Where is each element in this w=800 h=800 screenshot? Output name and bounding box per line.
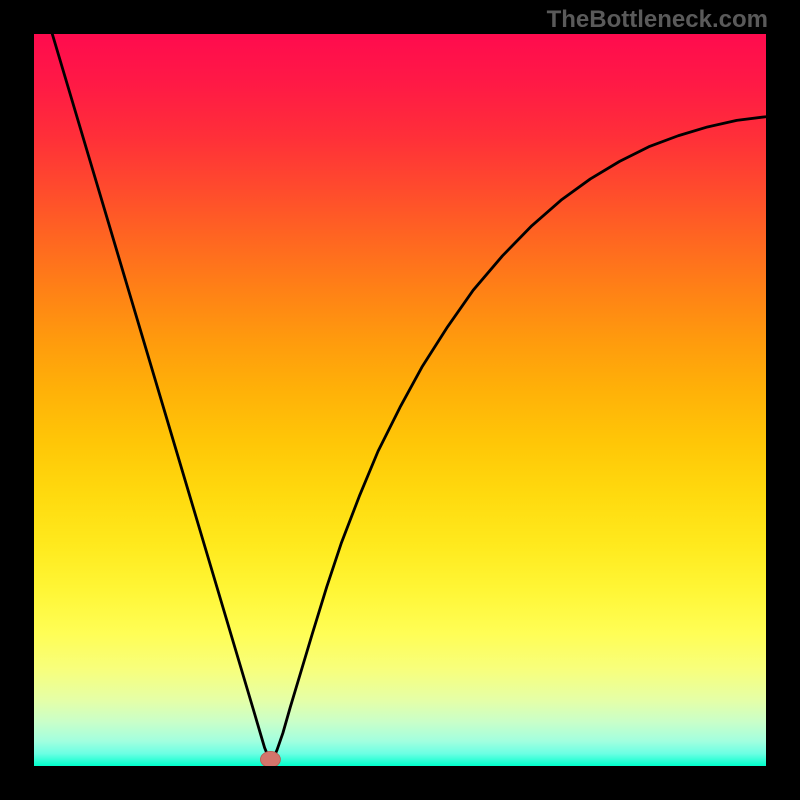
- chart-outer: TheBottleneck.com: [0, 0, 800, 800]
- bottleneck-curve: [52, 34, 766, 762]
- gradient-background: [34, 34, 766, 766]
- curve-svg: [34, 34, 766, 766]
- watermark-text: TheBottleneck.com: [547, 6, 768, 34]
- plot-area: [34, 34, 766, 766]
- marker-svg: [34, 34, 766, 766]
- minimum-marker: [260, 751, 280, 766]
